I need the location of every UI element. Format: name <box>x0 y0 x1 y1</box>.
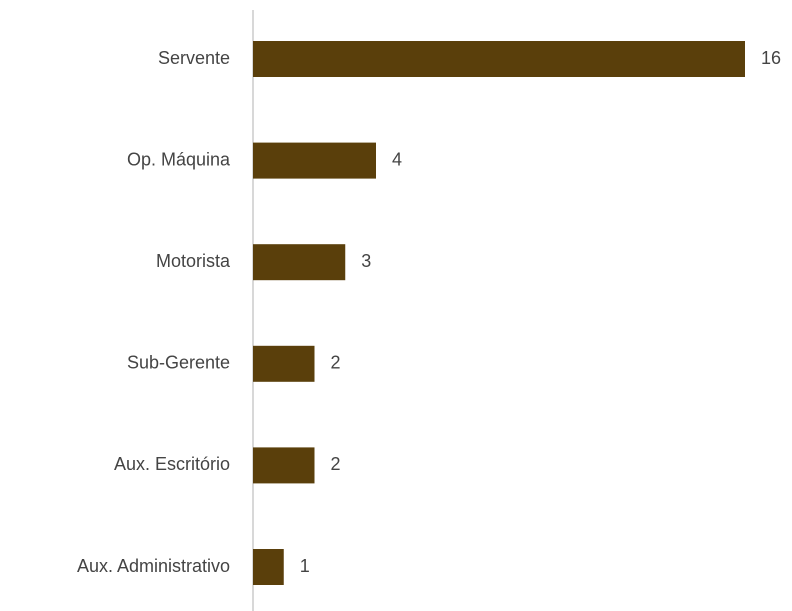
category-label: Op. Máquina <box>127 149 231 169</box>
category-label: Aux. Administrativo <box>77 556 230 576</box>
bar <box>253 244 346 281</box>
bar <box>253 549 284 585</box>
category-label: Motorista <box>156 251 231 271</box>
bar <box>253 447 315 484</box>
category-label: Aux. Escritório <box>114 454 230 474</box>
data-label: 4 <box>392 149 402 169</box>
bar <box>253 345 315 382</box>
data-label: 2 <box>331 353 341 373</box>
bar <box>253 142 376 179</box>
bar <box>253 41 745 77</box>
category-label: Sub-Gerente <box>127 353 230 373</box>
data-label: 3 <box>361 251 371 271</box>
data-label: 1 <box>300 556 310 576</box>
category-label: Servente <box>158 48 230 68</box>
data-label: 16 <box>761 48 781 68</box>
data-label: 2 <box>331 454 341 474</box>
